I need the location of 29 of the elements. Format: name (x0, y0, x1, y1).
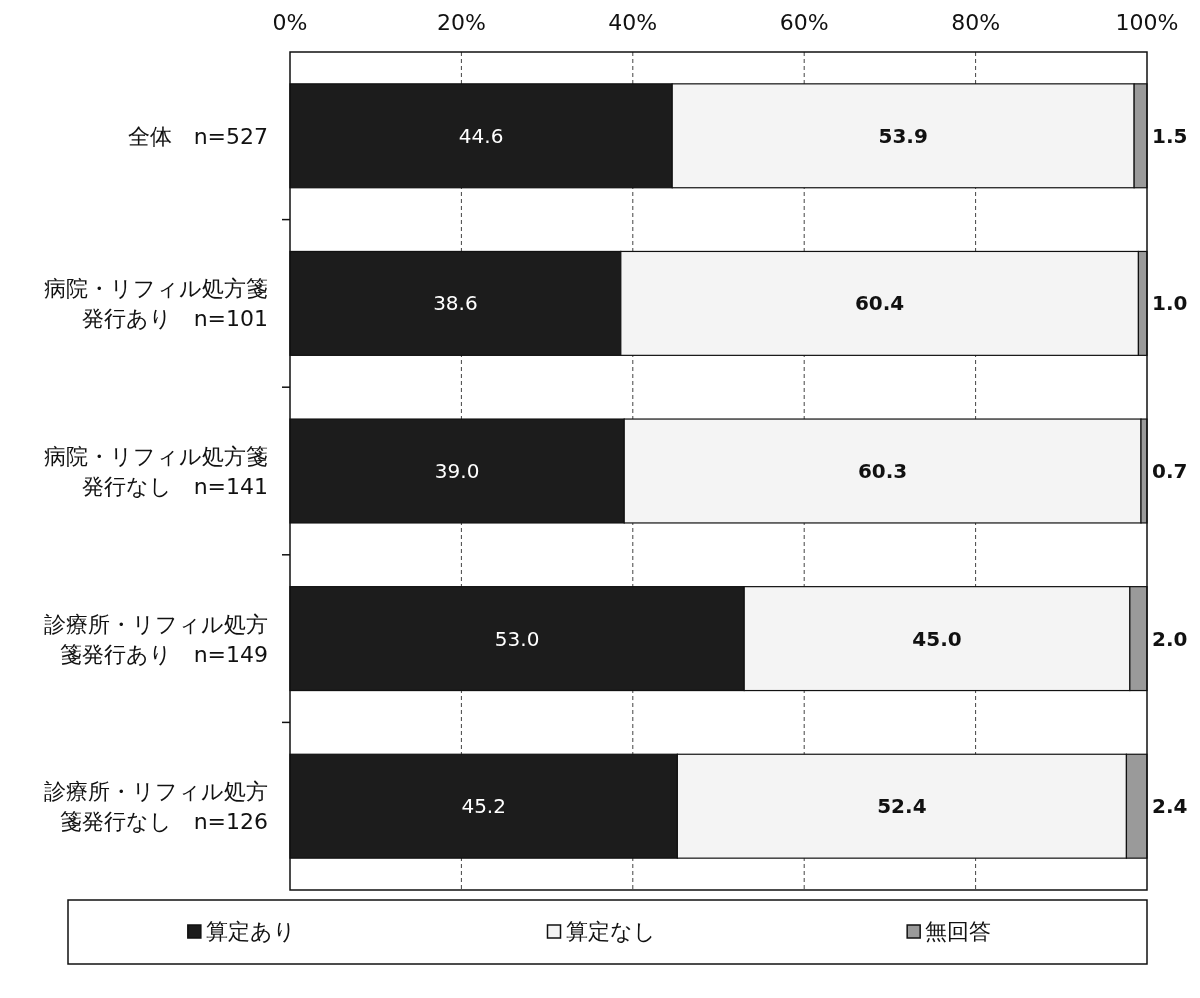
x-tick-label: 80% (951, 10, 1001, 35)
y-tick-label: 診療所・リフィル処方箋発行あり n=149 (44, 611, 268, 667)
data-label: 39.0 (434, 459, 480, 483)
data-label: 60.3 (857, 459, 908, 483)
x-tick-label: 20% (436, 10, 486, 35)
y-tick-label: 診療所・リフィル処方箋発行なし n=126 (44, 779, 268, 835)
data-label: 52.4 (877, 794, 927, 819)
y-tick-label: 病院・リフィル処方箋発行なし n=141 (44, 444, 268, 499)
y-tick-label: 全体 n=527 (127, 123, 268, 149)
data-label: 0.7 (1152, 459, 1188, 483)
data-label: 53.9 (878, 123, 928, 148)
data-label: 44.6 (458, 123, 504, 148)
y-tick-label: 病院・リフィル処方箋発行あり n=101 (44, 276, 268, 332)
x-tick-label: 60% (779, 10, 829, 35)
legend-label: 算定なし (565, 919, 656, 944)
data-label: 60.4 (854, 291, 905, 316)
data-label: 38.6 (433, 291, 478, 316)
x-tick-label: 100% (1115, 10, 1179, 35)
x-tick-label: 0% (272, 10, 308, 35)
data-label: 2.4 (1152, 794, 1188, 819)
data-label: 1.5 (1152, 123, 1188, 148)
data-label: 45.0 (912, 626, 962, 651)
data-label: 2.0 (1152, 626, 1188, 651)
legend-label: 無回答 (925, 919, 992, 944)
legend-label: 算定あり (205, 919, 296, 944)
data-label: 45.2 (461, 794, 506, 819)
x-tick-label: 40% (608, 10, 658, 35)
data-label: 1.0 (1152, 291, 1188, 316)
data-label: 53.0 (494, 626, 540, 651)
